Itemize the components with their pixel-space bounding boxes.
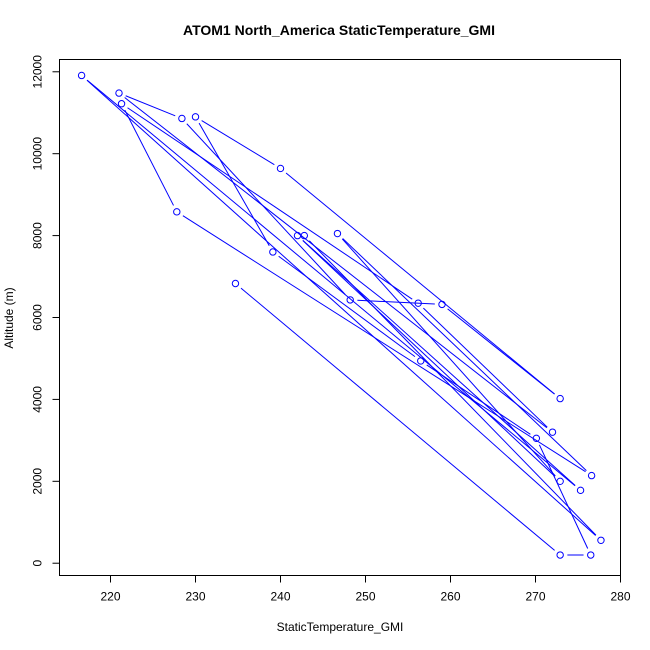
series-segment: [278, 255, 416, 358]
series-segment: [86, 79, 596, 536]
data-point: [597, 536, 605, 544]
y-tick-label: 12000: [31, 55, 45, 89]
data-point: [587, 551, 595, 559]
data-point: [117, 100, 126, 108]
y-tick-label: 6000: [31, 304, 45, 331]
series-segment: [201, 120, 275, 166]
series-segment: [186, 123, 346, 295]
data-point: [346, 296, 354, 304]
chart-title: ATOM1 North_America StaticTemperature_GM…: [183, 22, 495, 38]
x-axis-label: StaticTemperature_GMI: [277, 620, 404, 634]
data-point: [438, 300, 446, 309]
data-point: [417, 357, 425, 365]
x-tick-label: 230: [185, 590, 205, 604]
x-tick-label: 240: [270, 590, 290, 604]
series-segment: [182, 215, 586, 473]
data-point: [191, 113, 200, 121]
data-point: [269, 248, 277, 256]
series-segment: [308, 240, 597, 536]
series-segment: [302, 240, 576, 486]
data-point: [77, 71, 86, 80]
y-axis-label: Altitude (m): [2, 287, 16, 348]
x-tick-label: 260: [440, 590, 460, 604]
y-tick-label: 2000: [31, 468, 45, 495]
x-tick-label: 220: [100, 590, 120, 604]
series-segment: [285, 172, 555, 395]
data-point: [300, 231, 308, 240]
x-tick-label: 270: [525, 590, 545, 604]
y-tick-label: 0: [31, 560, 45, 567]
series-segment: [125, 95, 176, 117]
series-segment: [198, 122, 270, 246]
data-point: [587, 471, 596, 480]
series-segment: [124, 97, 548, 429]
series-segment: [341, 238, 556, 477]
data-point: [333, 229, 342, 238]
series-segment: [538, 444, 589, 549]
y-tick-label: 4000: [31, 386, 45, 413]
series-segment: [342, 238, 587, 471]
data-point: [178, 114, 186, 123]
data-point: [293, 231, 302, 240]
data-point: [115, 89, 123, 97]
x-tick-label: 280: [610, 590, 630, 604]
data-point: [556, 394, 564, 403]
x-tick-label: 250: [355, 590, 375, 604]
data-point: [556, 551, 564, 559]
y-tick-label: 10000: [31, 137, 45, 171]
y-axis: 0 2000 4000 6000 8000 10000 12000: [31, 55, 60, 567]
plot-frame: [59, 59, 621, 576]
data-point: [414, 299, 422, 307]
data-point: [532, 434, 541, 443]
series-segment: [240, 287, 555, 551]
series-segment: [86, 79, 576, 487]
data-point: [556, 477, 564, 486]
series-segment: [124, 109, 174, 206]
data-point: [576, 486, 585, 495]
data-series: [77, 71, 605, 559]
series-segment: [127, 107, 413, 300]
data-point: [548, 428, 557, 436]
y-tick-label: 8000: [31, 222, 45, 249]
x-axis: 220 230 240 250 260 270 280: [100, 575, 631, 604]
data-point: [173, 208, 181, 216]
series-segment: [302, 240, 556, 477]
data-point: [276, 164, 285, 173]
data-point: [231, 279, 240, 288]
series-segment: [423, 307, 548, 428]
series-segment: [447, 308, 555, 395]
